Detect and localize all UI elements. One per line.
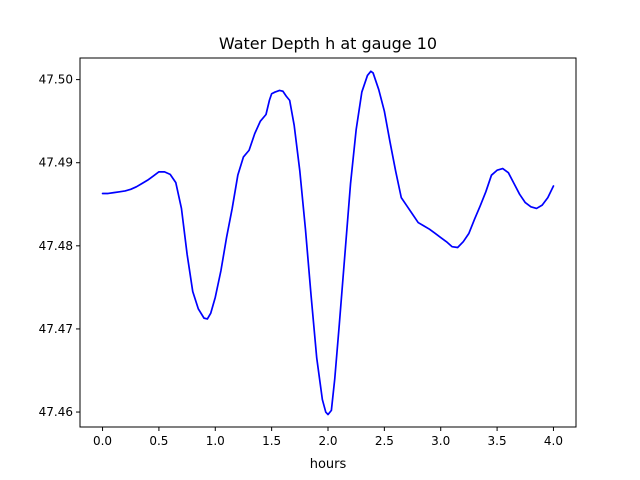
x-tick-label: 1.0	[206, 434, 225, 448]
x-tick-label: 2.0	[318, 434, 337, 448]
x-tick-label: 1.5	[262, 434, 281, 448]
x-tick-label: 3.5	[488, 434, 507, 448]
x-axis: 0.0 0.5 1.0 1.5 2.0 2.5 3.0 3.5 4.0	[93, 427, 563, 448]
x-tick-label: 2.5	[375, 434, 394, 448]
y-axis: 47.46 47.47 47.48 47.49 47.50	[39, 73, 80, 419]
plot-area	[101, 70, 555, 416]
series-line-0	[101, 70, 555, 416]
x-tick-label: 3.0	[431, 434, 450, 448]
y-tick-label: 47.47	[39, 322, 73, 336]
y-tick-label: 47.46	[39, 405, 73, 419]
chart-title: Water Depth h at gauge 10	[219, 34, 437, 53]
y-tick-label: 47.49	[39, 156, 73, 170]
x-axis-label: hours	[310, 457, 347, 472]
y-tick-label: 47.50	[39, 73, 73, 87]
x-tick-label: 0.5	[149, 434, 168, 448]
x-tick-label: 0.0	[93, 434, 112, 448]
y-tick-label: 47.48	[39, 239, 73, 253]
axes-frame	[79, 57, 577, 428]
x-tick-label: 4.0	[544, 434, 563, 448]
